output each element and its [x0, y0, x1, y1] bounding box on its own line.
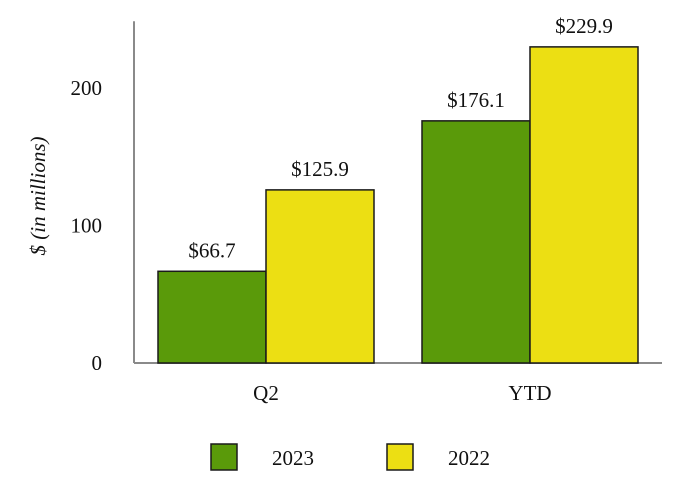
legend-swatch-2023	[210, 443, 238, 471]
bar-ytd-2023	[421, 120, 531, 364]
bar-q2-2023	[157, 270, 267, 364]
legend: 2023 2022	[210, 443, 490, 471]
x-tick-label: Q2	[253, 381, 279, 405]
data-label: $229.9	[555, 14, 613, 38]
legend-label-2023: 2023	[272, 446, 314, 470]
plot-area: 0 100 200 $66.7 $125.9 Q2 $176.1 $229.9 YTD	[71, 14, 662, 405]
y-tick-label: 200	[71, 76, 103, 100]
bar-q2-2022	[265, 189, 375, 364]
x-tick-label: YTD	[508, 381, 551, 405]
bar-ytd-2022	[529, 46, 639, 364]
y-tick-label: 0	[92, 351, 103, 375]
legend-label-2022: 2022	[448, 446, 490, 470]
y-axis-label: $ (in millions)	[26, 136, 50, 255]
data-label: $125.9	[291, 157, 349, 181]
y-tick-label: 100	[71, 214, 103, 238]
data-label: $176.1	[447, 88, 505, 112]
data-label: $66.7	[188, 238, 235, 262]
legend-swatch-2022	[386, 443, 414, 471]
